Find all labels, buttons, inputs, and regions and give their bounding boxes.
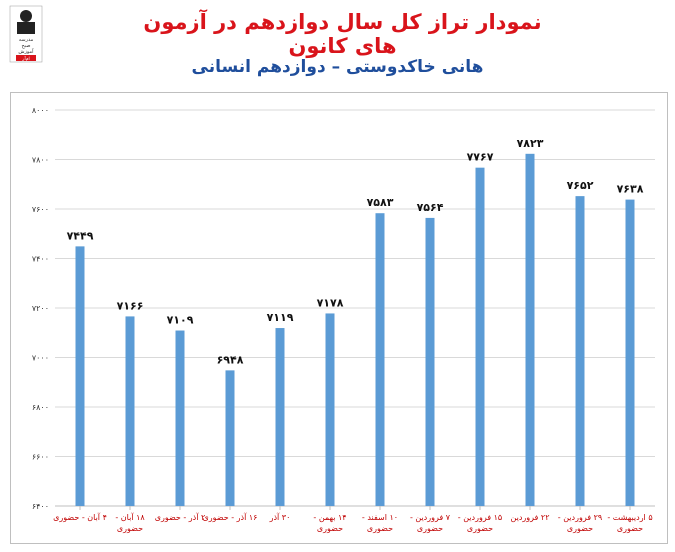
bar [625, 199, 635, 506]
logo-tag: ام‌آر [21, 56, 29, 62]
x-tick-label: حضوری [567, 524, 593, 533]
y-tick-label: ۸۰۰۰ [32, 106, 49, 115]
data-label: ۷۵۸۳ [367, 196, 394, 209]
x-tick-label: ۱۰ اسفند - [362, 513, 398, 522]
x-tick-label: ۱۸ آبان - [115, 512, 145, 522]
data-label: ۷۱۷۸ [317, 296, 344, 309]
data-label: ۷۵۶۴ [417, 201, 444, 214]
logo-text-line-2: صبح [22, 43, 31, 49]
x-tick-label: ۲ آذر - حضوری [155, 512, 206, 522]
data-label: ۷۷۶۷ [467, 151, 494, 164]
y-tick-label: ۷۶۰۰ [32, 205, 49, 214]
data-label: ۷۱۶۶ [117, 299, 144, 312]
x-tick-label: حضوری [467, 524, 493, 533]
school-logo: مدرسه صبح آموزش ام‌آر [9, 5, 43, 63]
bar [125, 316, 135, 506]
bar-chart: ۸۰۰۰ ۷۸۰۰ ۷۶۰۰ ۷۴۰۰ ۷۲۰۰ ۷۰۰۰ ۶۸۰۰ ۶۶۰۰ ۶۴۰۰ ۷۴۴۹… [32, 106, 655, 533]
bar [425, 217, 435, 506]
y-tick-label: ۶۸۰۰ [32, 403, 49, 412]
x-tick-label: ۱۵ فروردین - [458, 513, 502, 522]
x-tick-label: ۵ اردیبهشت - [607, 513, 652, 522]
x-tick-label: ۲۲ فروردین [511, 513, 550, 522]
chart-area: ۸۰۰۰ ۷۸۰۰ ۷۶۰۰ ۷۴۰۰ ۷۲۰۰ ۷۰۰۰ ۶۸۰۰ ۶۶۰۰ ۶۴۰۰ ۷۴۴۹… [10, 92, 668, 544]
bar [575, 196, 585, 506]
data-label: ۷۱۱۹ [267, 311, 294, 324]
y-tick-label: ۶۶۰۰ [32, 453, 49, 462]
bar [175, 330, 185, 506]
bar [475, 167, 485, 506]
x-tick-label: حضوری [417, 524, 443, 533]
bar [325, 313, 335, 506]
x-tick-label: حضوری [117, 524, 143, 533]
y-tick-label: ۷۰۰۰ [32, 354, 49, 363]
x-tick-label: حضوری [317, 524, 343, 533]
x-tick-label: حضوری [617, 524, 643, 533]
x-tick-label: ۱۴ بهمن - [313, 513, 346, 522]
bar [275, 328, 285, 506]
chart-title: نمودار تراز کل سال دوازدهم در آزمون های … [143, 10, 542, 58]
x-tick-label: ۱۶ آذر - حضوری [203, 512, 258, 522]
bar [375, 213, 385, 506]
data-label: ۷۸۲۳ [517, 137, 544, 150]
chart-subtitle: هانی خاکدوستی – دوازدهم انسانی [191, 57, 484, 77]
data-label: ۷۱۰۹ [167, 314, 194, 327]
y-tick-label: ۷۴۰۰ [32, 255, 49, 264]
y-tick-label: ۷۸۰۰ [32, 156, 49, 165]
y-tick-label: ۶۴۰۰ [32, 502, 49, 511]
x-tick-label: ۴ آبان - حضوری [53, 512, 107, 522]
bar [225, 370, 235, 506]
logo-text-line-1: مدرسه [19, 37, 34, 43]
data-label: ۷۶۳۸ [617, 183, 644, 196]
data-label: ۶۹۴۸ [217, 353, 244, 366]
logo-text-line-3: آموزش [18, 48, 34, 55]
bar [525, 153, 535, 506]
data-label: ۷۴۴۹ [67, 229, 94, 242]
x-tick-label: حضوری [367, 524, 393, 533]
data-label: ۷۶۵۲ [567, 179, 594, 192]
x-tick-label: ۳۰ آذر [269, 512, 291, 522]
x-tick-label: ۷ فروردین - [410, 513, 451, 522]
y-tick-label: ۷۲۰۰ [32, 304, 49, 313]
bar [75, 246, 85, 506]
x-tick-label: ۲۹ فروردین - [558, 513, 602, 522]
